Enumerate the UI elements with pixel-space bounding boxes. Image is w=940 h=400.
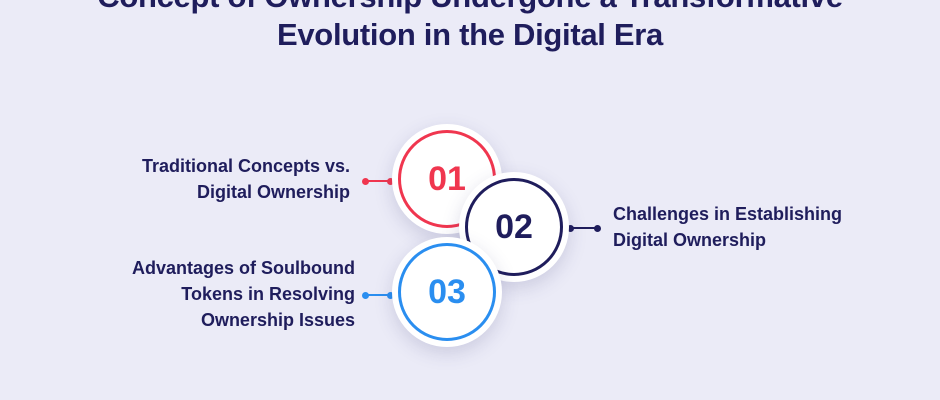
item-03-circle: 03 [392,237,502,347]
item-02-connector [567,224,601,232]
page-title-line-2: Evolution in the Digital Era [276,17,664,52]
item-02-label: Challenges in Establishing Digital Owner… [613,201,842,253]
item-03-number: 03 [398,243,496,341]
page-title-line-1: Concept of Ownership Undergone a Transfo… [0,0,940,16]
connector-dot [362,291,369,299]
item-01-label-line-1: Traditional Concepts vs. [141,156,350,176]
item-01-connector [362,177,394,185]
item-03-label-line-1: Advantages of Soulbound [132,258,355,278]
connector-dot [567,224,574,232]
connector-dot [594,224,601,232]
item-02-label-line-2: Digital Ownership [613,230,767,250]
item-02-label-line-1: Challenges in Establishing [613,204,843,224]
item-01-label: Traditional Concepts vs. Digital Ownersh… [142,153,350,205]
item-02-number: 02 [465,178,563,276]
item-03-label-line-3: Ownership Issues [200,310,355,330]
item-03-label: Advantages of Soulbound Tokens in Resolv… [132,255,355,333]
connector-dot [387,291,394,299]
connector-dot [387,177,394,185]
item-03-label-line-2: Tokens in Resolving [181,284,355,304]
item-01-label-line-2: Digital Ownership [196,182,350,202]
connector-dot [362,177,369,185]
item-03-connector [362,291,394,299]
